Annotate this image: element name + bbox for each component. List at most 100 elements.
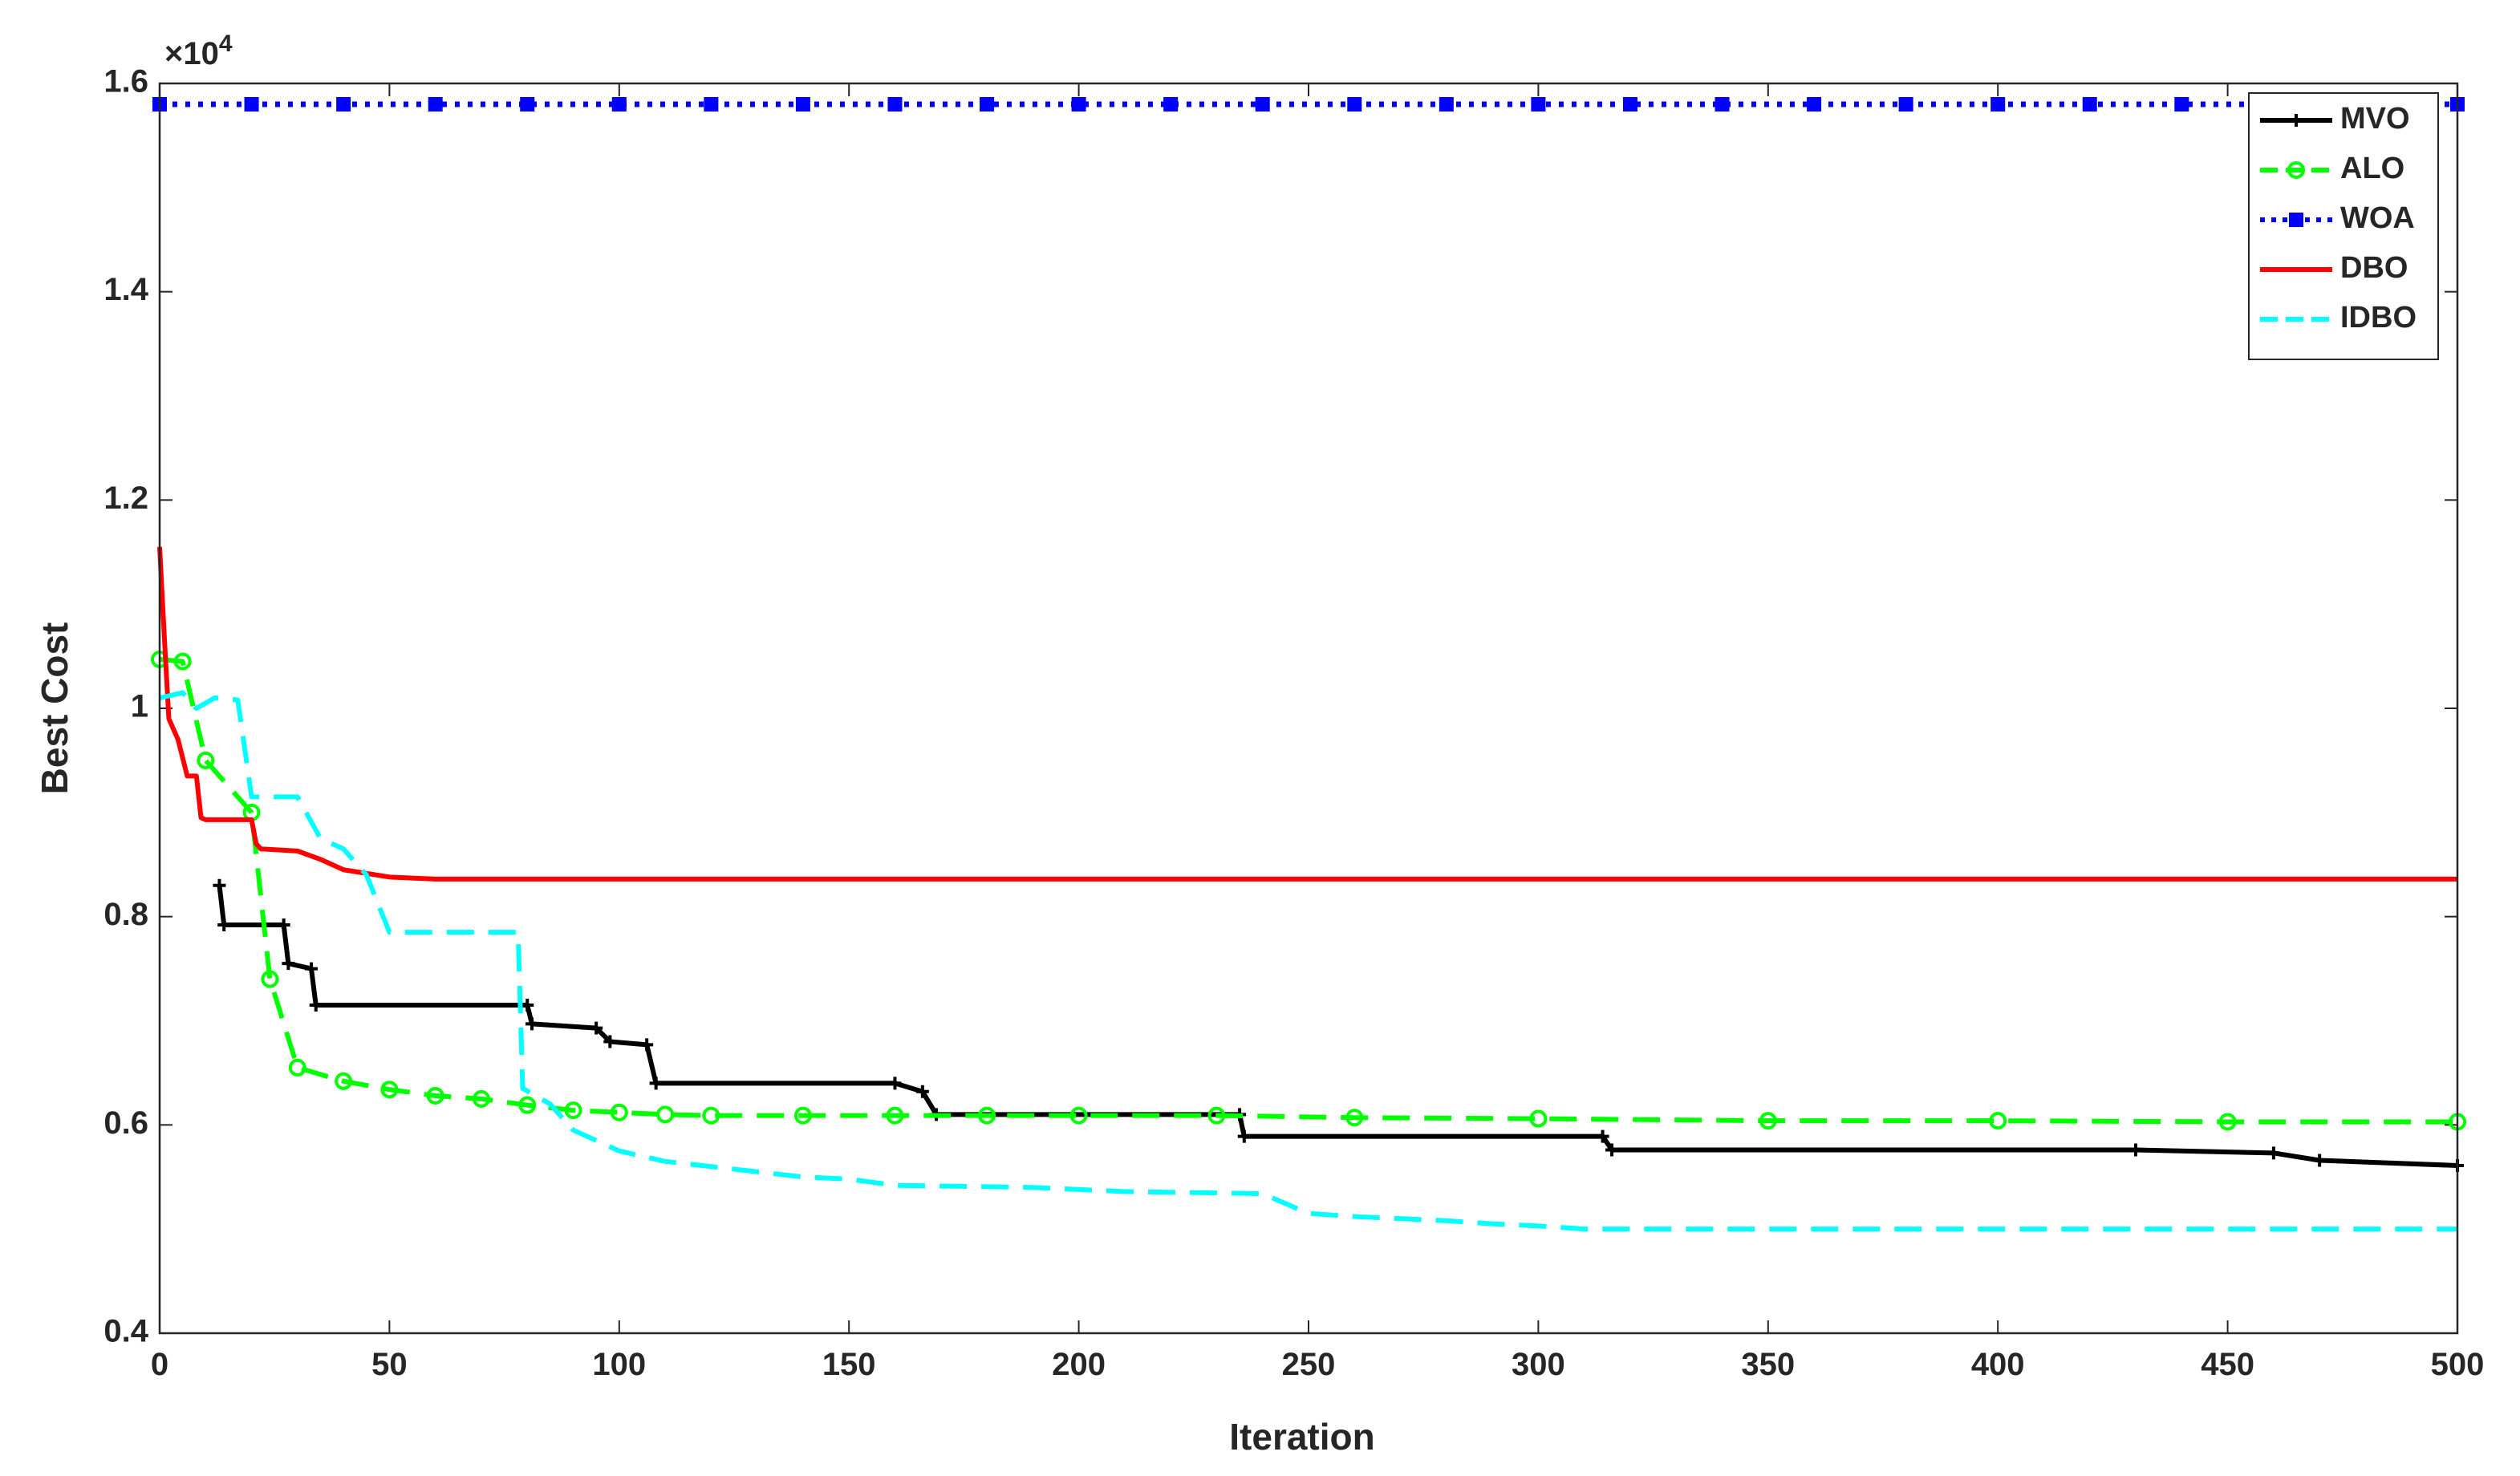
marker-circle <box>1207 1106 1226 1125</box>
marker-stroke <box>888 1077 902 1090</box>
marker-circle <box>426 1086 444 1105</box>
marker-circle <box>610 1103 628 1121</box>
marker-plus <box>2129 1143 2143 1157</box>
marker-plus <box>305 962 319 975</box>
marker-circle <box>1989 1112 2007 1130</box>
x-tick-label: 200 <box>1052 1347 1106 1382</box>
marker-plus <box>217 918 231 932</box>
marker-stroke <box>282 957 295 971</box>
marker-plus <box>521 999 534 1012</box>
marker-plus <box>640 1038 654 1052</box>
marker-square <box>1439 96 1454 112</box>
marker-circle <box>173 652 192 671</box>
marker-square <box>1622 96 1637 112</box>
marker-circle <box>380 1081 399 1099</box>
marker-stroke <box>525 1017 538 1031</box>
marker-square <box>336 96 351 112</box>
x-tick-label: 250 <box>1282 1347 1336 1382</box>
marker-circle <box>2287 161 2305 179</box>
marker-stroke <box>915 1085 929 1098</box>
marker-stroke <box>277 918 290 932</box>
marker-plus <box>2266 1146 2280 1160</box>
y-tick-label: 0.8 <box>103 897 148 932</box>
marker-square <box>1255 96 1270 112</box>
marker-square <box>428 96 443 112</box>
marker-square <box>520 96 535 112</box>
x-axis-label: Iteration <box>1229 1416 1374 1458</box>
marker-circle <box>978 1106 996 1125</box>
x-tick-label: 100 <box>592 1347 646 1382</box>
marker-square <box>1071 96 1086 112</box>
marker-square <box>887 96 903 112</box>
marker-stroke <box>305 962 319 975</box>
marker-stroke <box>649 1077 663 1090</box>
marker-stroke <box>1596 1129 1609 1143</box>
y-tick-label: 1.2 <box>103 481 148 516</box>
marker-circle <box>1345 1109 1364 1127</box>
marker-square <box>1898 96 1913 112</box>
marker-square <box>2289 213 2303 227</box>
y-scale-label: ×104 <box>164 30 233 71</box>
marker-circle <box>886 1106 904 1125</box>
marker-plus <box>603 1035 617 1048</box>
marker-square <box>1163 96 1179 112</box>
legend-label: IDBO <box>2340 301 2417 335</box>
marker-plus <box>649 1077 663 1090</box>
marker-plus <box>525 1017 538 1031</box>
x-tick-label: 300 <box>1512 1347 1565 1382</box>
marker-square <box>2174 96 2189 112</box>
marker-stroke <box>640 1038 654 1052</box>
marker-stroke <box>2266 1146 2280 1160</box>
marker-square <box>1347 96 1362 112</box>
legend-label: DBO <box>2340 251 2408 285</box>
x-tick-label: 0 <box>151 1347 168 1382</box>
marker-stroke <box>2290 114 2303 127</box>
legend-label: WOA <box>2340 201 2415 235</box>
series-line <box>217 885 2458 1168</box>
x-tick-label: 400 <box>1971 1347 2025 1382</box>
marker-circle <box>197 751 215 769</box>
y-tick-label: 0.6 <box>103 1105 148 1141</box>
marker-stroke <box>1237 1129 1251 1143</box>
marker-circle <box>1529 1109 1548 1128</box>
marker-circle <box>656 1105 675 1124</box>
series-line <box>159 690 2457 1232</box>
marker-stroke <box>590 1021 603 1035</box>
marker-circle <box>261 970 279 988</box>
marker-plus <box>213 878 226 892</box>
x-tick-label: 350 <box>1741 1347 1795 1382</box>
marker-circle <box>472 1089 490 1108</box>
marker-stroke <box>309 999 323 1012</box>
y-tick-label: 1.6 <box>103 64 148 99</box>
marker-plus <box>590 1021 603 1035</box>
marker-plus <box>1605 1143 1619 1157</box>
marker-circle <box>1069 1106 1088 1125</box>
series-line <box>159 656 2457 1125</box>
y-scale-base: ×10 <box>164 36 219 71</box>
marker-square <box>1714 96 1730 112</box>
marker-plus <box>282 957 295 971</box>
y-tick-label: 0.4 <box>103 1314 148 1349</box>
legend-label: ALO <box>2340 152 2404 185</box>
x-tick-label: 150 <box>822 1347 876 1382</box>
marker-stroke <box>2129 1143 2143 1157</box>
marker-square <box>1531 96 1546 112</box>
marker-square <box>611 96 627 112</box>
marker-square <box>980 96 995 112</box>
marker-circle <box>702 1106 720 1125</box>
marker-square <box>704 96 719 112</box>
marker-plus <box>309 999 323 1012</box>
legend-label: MVO <box>2340 102 2410 136</box>
marker-stroke <box>1605 1143 1619 1157</box>
marker-circle <box>564 1101 582 1120</box>
marker-plus <box>277 918 290 932</box>
marker-circle <box>793 1106 812 1125</box>
marker-stroke <box>603 1035 617 1048</box>
marker-plus <box>915 1085 929 1098</box>
x-tick-label: 500 <box>2431 1347 2485 1382</box>
series-line <box>157 546 2457 882</box>
marker-circle <box>518 1096 537 1114</box>
marker-plus <box>1237 1129 1251 1143</box>
marker-plus <box>1596 1129 1609 1143</box>
